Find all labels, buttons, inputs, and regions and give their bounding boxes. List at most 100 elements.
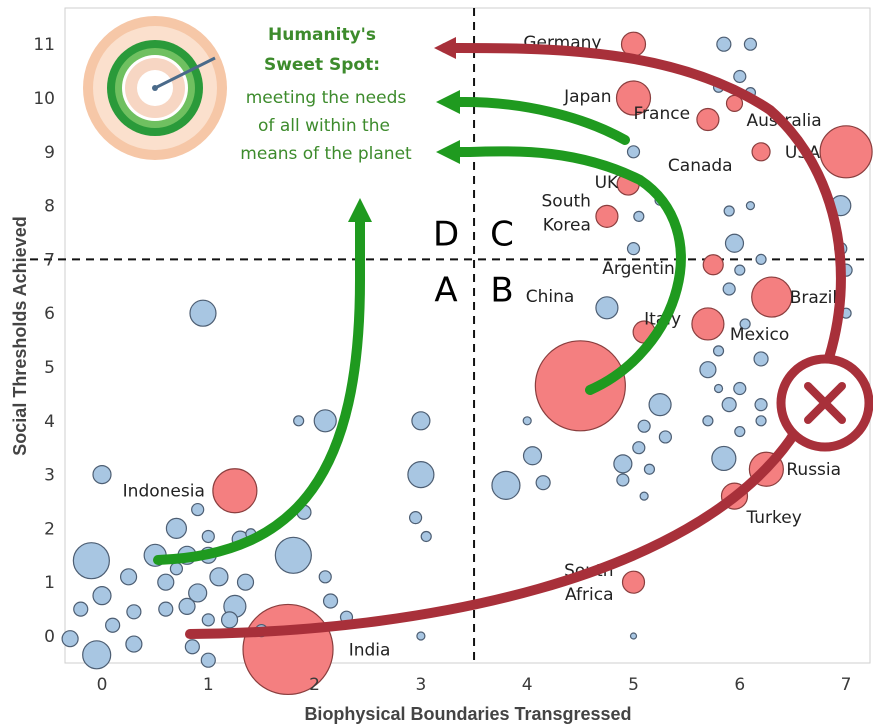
country-bubble [209,567,229,587]
red-arrow-path [185,36,846,639]
country-bubble [189,299,217,327]
y-tick-label: 11 [33,35,55,55]
country-bubble [712,345,725,357]
quadrant-label-b: B [490,270,513,310]
quadrant-label-c: C [490,214,514,254]
sweet-spot-title-2: Sweet Spot: [264,55,380,75]
y-tick-label: 1 [44,573,55,593]
sweet-spot-line-3: means of the planet [240,144,412,164]
country-bubble [212,468,258,514]
quadrant-labels: D CA B [433,214,514,310]
threshold-lines [30,8,870,663]
country-bubble [713,383,724,394]
country-bubble [522,416,532,426]
green-arrows [153,89,686,565]
x-tick-label: 6 [734,675,745,695]
country-label-brazil: Brazil [790,288,837,308]
country-bubble [535,475,551,491]
country-bubble [534,340,626,432]
y-tick-label: 7 [44,250,55,270]
y-tick-label: 6 [44,304,55,324]
country-bubble [613,454,633,474]
sweet-spot-annotation: Humanity's Sweet Spot: meeting the needs… [240,25,412,164]
x-axis-title: Biophysical Boundaries Transgressed [304,704,631,724]
country-bubble [658,430,672,444]
country-bubble [733,381,747,396]
country-bubble [236,573,255,591]
x-tick-label: 1 [203,675,214,695]
y-tick-label: 3 [44,466,55,486]
country-bubble [411,411,431,431]
country-bubble [72,542,110,580]
country-bubble [201,613,215,627]
country-label-mexico: Mexico [730,325,789,345]
x-tick-label: 7 [841,675,852,695]
country-bubble [734,264,746,276]
country-bubble [722,282,736,296]
country-bubble [745,201,756,211]
country-bubble [702,254,724,276]
x-tick-label: 4 [522,675,533,695]
country-bubble [126,604,142,620]
country-label-japan: Japan [563,87,611,107]
country-bubble [318,570,332,584]
green-arrow-indonesia [153,197,373,565]
y-tick-label: 8 [44,197,55,217]
country-bubble [82,640,112,670]
country-bubble [734,425,746,438]
country-label-argentina: Argentina [602,259,685,279]
country-bubble [751,276,793,318]
sweet-spot-title-1: Humanity's [268,25,376,45]
y-tick-label: 5 [44,358,55,378]
quadrant-label-d: D [433,214,459,254]
country-label-indonesia: Indonesia [123,482,205,502]
country-bubble [408,511,423,525]
y-axis-title: Social Thresholds Achieved [10,216,30,455]
country-bubble [637,419,651,433]
country-bubble [702,415,714,427]
green-arrow-france [435,89,630,145]
x-tick-label: 3 [415,675,426,695]
country-bubble [754,398,768,412]
country-bubble [201,529,215,544]
country-bubble [711,445,737,472]
red-arrow [185,36,846,639]
country-bubble [739,318,751,330]
country-bubble [691,307,725,341]
y-tick-label: 10 [33,89,55,109]
country-bubble [721,397,737,413]
country-bubble [522,446,543,466]
country-bubble [648,393,672,417]
x-axis-ticks: 0 1 2 3 4 5 6 7 [97,675,852,695]
country-label-uk: UK [595,173,619,193]
country-bubble [420,530,432,543]
country-bubble [322,593,339,609]
country-bubble [158,601,174,617]
country-bubble [169,562,184,576]
doughnut-logo-icon [83,16,227,160]
country-label-france: France [634,104,691,124]
country-bubble [105,617,121,633]
country-bubble [188,583,208,603]
y-tick-label: 9 [44,143,55,163]
country-bubble [615,80,652,116]
sweet-spot-line-1: meeting the needs [246,88,407,108]
country-bubble [723,205,735,217]
country-label-china: China [526,287,575,307]
country-bubble [313,409,337,433]
country-label-russia: Russia [786,460,841,480]
country-bubble [724,233,745,253]
x-tick-label: 5 [628,675,639,695]
country-bubble [696,107,720,132]
y-tick-label: 0 [44,627,55,647]
country-bubble [178,597,196,616]
country-bubble [165,517,188,540]
country-bubble [595,296,619,320]
country-bubble [733,69,747,84]
country-bubble [595,204,619,228]
x-tick-label: 0 [97,675,108,695]
country-bubble [621,570,646,594]
country-bubble [184,639,200,655]
country-bubble [274,536,312,574]
country-bubble [755,253,767,265]
